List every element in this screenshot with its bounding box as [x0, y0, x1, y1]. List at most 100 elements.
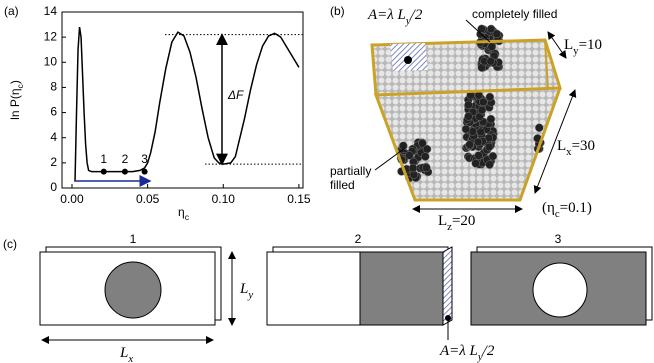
particle: [477, 105, 487, 115]
lx-label: Lx=30: [557, 138, 595, 158]
label-part: L: [438, 213, 447, 229]
label-part: (η: [542, 200, 555, 216]
schematic: [39, 246, 653, 344]
x-tick-label: 0.00: [60, 192, 84, 206]
particle: [487, 42, 496, 52]
label-part: A=λ L: [367, 7, 406, 23]
y-tick-label: 12: [44, 29, 58, 43]
label-part: A=λ L: [439, 343, 478, 359]
label-part: y: [405, 15, 411, 27]
label-part: =0.1): [560, 200, 592, 216]
simulation-box: [370, 24, 563, 202]
y-tick-label: 4: [50, 130, 57, 144]
particle: [486, 56, 495, 66]
state-label: 1: [100, 152, 107, 166]
x-tick-label: 0.15: [287, 192, 311, 206]
delta-f-label: ΔF: [227, 88, 244, 102]
particle: [464, 112, 473, 121]
label-part: η: [178, 205, 185, 219]
label-part: /2: [410, 7, 423, 23]
dimension-arrow: [533, 89, 577, 194]
label-part: L: [239, 281, 248, 297]
state-marker: [141, 168, 148, 175]
area-label: A=λ Ly/2: [367, 7, 423, 27]
label-part: =10: [579, 37, 602, 53]
particle: [484, 142, 494, 152]
particle: [464, 100, 473, 110]
particle: [492, 29, 502, 39]
y-tick-label: 8: [50, 80, 57, 94]
panel-label: (b): [330, 4, 345, 18]
state-marker: [121, 168, 128, 175]
particle: [488, 151, 498, 161]
label-part: L: [564, 37, 573, 53]
x-tick-label: 0.10: [212, 192, 236, 206]
partial-label: filled: [330, 178, 355, 192]
panel-label: (c): [3, 237, 17, 251]
partial-label: partially: [330, 164, 371, 178]
particle: [405, 151, 414, 160]
y-tick-label: 2: [50, 155, 57, 169]
label-part: L: [557, 138, 566, 154]
particle: [408, 163, 418, 173]
particle: [479, 97, 488, 107]
label-part: =20: [452, 213, 475, 229]
box-label: 2: [355, 232, 362, 246]
eta-label: (ηc=0.1): [542, 200, 592, 220]
particle: [399, 141, 408, 151]
particle: [485, 92, 495, 102]
ly-label: Ly: [239, 281, 253, 301]
y-tick-label: 14: [44, 4, 58, 18]
label-part: x: [127, 353, 133, 363]
lx-label: Lx: [119, 345, 133, 363]
pointer: [465, 19, 491, 43]
particle: [471, 159, 480, 168]
x-axis-label: ηc: [178, 205, 190, 222]
plot-frame: [61, 11, 304, 189]
y-tick-label: 6: [50, 105, 57, 119]
y-tick-label: 10: [44, 54, 58, 68]
label-part: c: [185, 212, 190, 222]
label-part: L: [119, 345, 128, 361]
label-part: =30: [572, 138, 595, 154]
label-part: z: [447, 221, 452, 233]
particle: [465, 140, 474, 149]
label-part: ln P(η: [8, 88, 22, 119]
particle: [422, 163, 431, 172]
particle: [422, 144, 432, 154]
x-tick-label: 0.05: [136, 192, 160, 206]
state-label: 3: [141, 152, 148, 166]
ly-label: Ly=10: [564, 37, 602, 57]
particle: [476, 127, 486, 137]
particle: [418, 139, 427, 148]
lz-label: Lz=20: [438, 213, 475, 233]
particle: [486, 114, 496, 124]
y-tick-label: 0: [50, 180, 57, 194]
y-axis-label: ln P(ηc): [8, 80, 25, 120]
label-part: y: [247, 289, 253, 301]
dimension-arrow: [547, 31, 567, 59]
panel-label: (a): [4, 4, 19, 18]
particle: [473, 137, 483, 147]
label-part: y: [573, 45, 579, 57]
label-part: c: [15, 83, 25, 88]
particle: [477, 24, 486, 34]
label-part: ): [8, 80, 22, 84]
data-line: [74, 26, 300, 182]
state-label: 2: [122, 152, 129, 166]
particle: [535, 123, 544, 132]
pointer: [374, 147, 406, 171]
state-marker: [100, 168, 107, 175]
filled-label: completely filled: [472, 7, 557, 21]
label-part: y: [477, 351, 483, 363]
particle: [421, 152, 430, 161]
label-part: x: [566, 146, 572, 158]
area-label: A=λ Ly/2: [439, 343, 495, 363]
box-label: 3: [555, 232, 562, 246]
particle: [474, 151, 483, 160]
label-part: /2: [482, 343, 495, 359]
particle: [485, 160, 494, 169]
particle: [461, 124, 471, 134]
label-part: c: [555, 208, 560, 220]
